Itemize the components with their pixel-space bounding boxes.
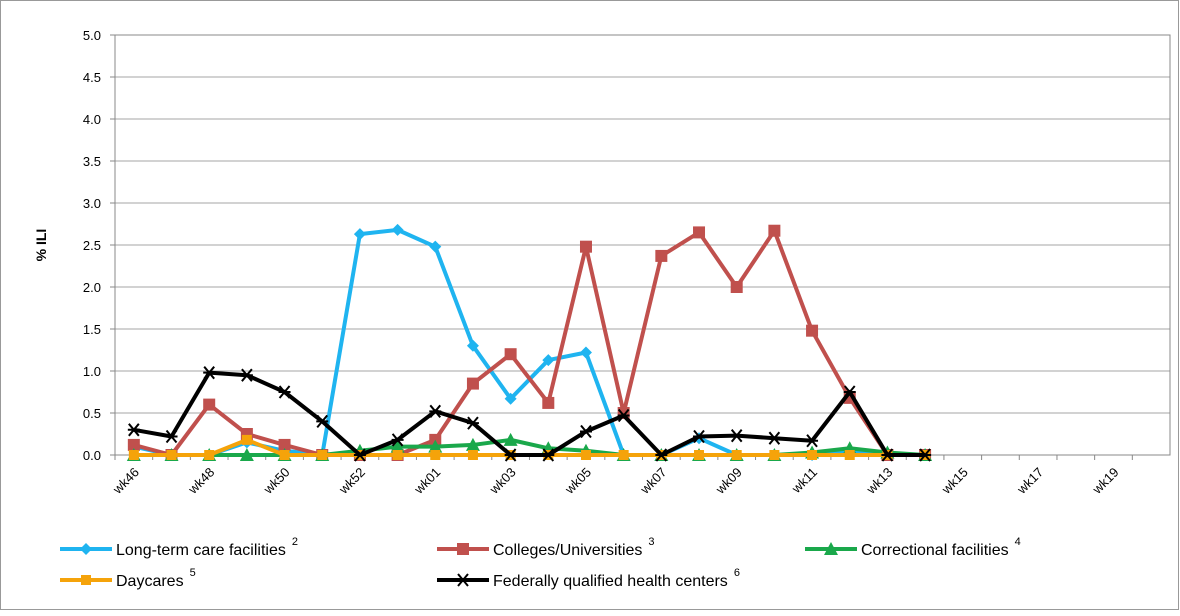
marker	[843, 385, 856, 399]
y-tick-label: 5.0	[83, 28, 101, 43]
marker	[204, 450, 215, 460]
marker	[81, 575, 91, 585]
marker	[655, 249, 668, 262]
marker	[542, 354, 555, 367]
marker	[430, 450, 441, 460]
marker	[618, 450, 629, 460]
legend-item: Daycares 5	[60, 567, 196, 590]
marker	[806, 324, 819, 337]
marker	[467, 450, 478, 460]
marker	[457, 543, 469, 555]
marker	[466, 339, 479, 352]
marker	[279, 450, 290, 460]
marker	[391, 433, 404, 447]
series	[127, 366, 932, 462]
marker	[429, 404, 442, 418]
marker	[579, 424, 592, 439]
legend-label: Long-term care facilities	[116, 542, 286, 559]
marker	[806, 434, 819, 448]
series-line	[133, 370, 926, 457]
legend-label: Colleges/Universities	[493, 542, 642, 559]
legend-note: 4	[1015, 536, 1021, 548]
y-tick-label: 4.0	[83, 112, 101, 127]
legend-label: Federally qualified health centers	[493, 573, 728, 590]
marker	[353, 228, 366, 241]
marker	[465, 437, 480, 451]
marker	[807, 450, 818, 460]
marker	[457, 573, 469, 587]
legend-note: 2	[292, 536, 298, 548]
y-tick-label: 3.5	[83, 154, 101, 169]
marker	[316, 414, 329, 429]
y-tick-label: 4.5	[83, 70, 101, 85]
marker	[392, 450, 403, 460]
y-tick-label: 1.5	[83, 322, 101, 337]
marker	[542, 396, 555, 409]
legend-note: 6	[734, 567, 740, 579]
legend-note: 3	[648, 536, 654, 548]
legend-item: Long-term care facilities 2	[60, 536, 298, 559]
marker	[353, 448, 366, 462]
marker	[165, 429, 178, 444]
marker	[203, 398, 216, 411]
marker	[241, 434, 252, 445]
legend-item: Correctional facilities 4	[805, 536, 1021, 559]
legend-note: 5	[190, 567, 196, 579]
marker	[278, 385, 291, 399]
marker	[694, 450, 705, 460]
legend-item: Federally qualified health centers 6	[437, 567, 740, 590]
marker	[166, 450, 177, 460]
marker	[542, 448, 555, 462]
marker	[128, 450, 139, 460]
marker	[317, 450, 328, 460]
marker	[655, 448, 668, 462]
marker	[504, 348, 517, 361]
marker	[693, 226, 706, 239]
marker	[391, 223, 404, 236]
marker	[881, 448, 894, 462]
marker	[768, 224, 781, 237]
marker	[466, 416, 479, 430]
marker	[390, 439, 405, 453]
y-tick-label: 0.5	[83, 406, 101, 421]
marker	[466, 377, 479, 390]
marker	[239, 448, 254, 461]
y-tick-label: 1.0	[83, 364, 101, 379]
marker	[617, 408, 630, 423]
marker	[844, 450, 855, 460]
marker	[503, 432, 518, 446]
marker	[428, 439, 443, 453]
legend-label: Daycares	[116, 573, 184, 590]
marker	[278, 438, 291, 451]
marker	[919, 448, 932, 462]
marker	[127, 438, 140, 451]
marker	[504, 392, 517, 405]
marker	[203, 366, 216, 380]
y-tick-label: 3.0	[83, 196, 101, 211]
marker	[730, 281, 743, 293]
marker	[504, 448, 517, 462]
y-axis-label: % ILI	[33, 229, 49, 262]
marker	[580, 450, 591, 460]
marker	[824, 542, 838, 555]
marker	[127, 423, 140, 437]
marker	[579, 346, 592, 359]
legend-item: Colleges/Universities 3	[437, 536, 655, 559]
y-tick-label: 2.5	[83, 238, 101, 253]
marker	[768, 431, 781, 445]
y-tick-label: 2.0	[83, 280, 101, 295]
marker	[80, 543, 92, 555]
marker	[693, 429, 706, 444]
marker	[240, 368, 253, 382]
legend-label: Correctional facilities	[861, 542, 1009, 559]
marker	[429, 240, 442, 253]
marker	[769, 450, 780, 460]
y-tick-label: 0.0	[83, 448, 101, 463]
marker	[579, 240, 592, 253]
marker	[731, 450, 742, 460]
series-line	[133, 228, 926, 457]
marker	[730, 429, 743, 443]
